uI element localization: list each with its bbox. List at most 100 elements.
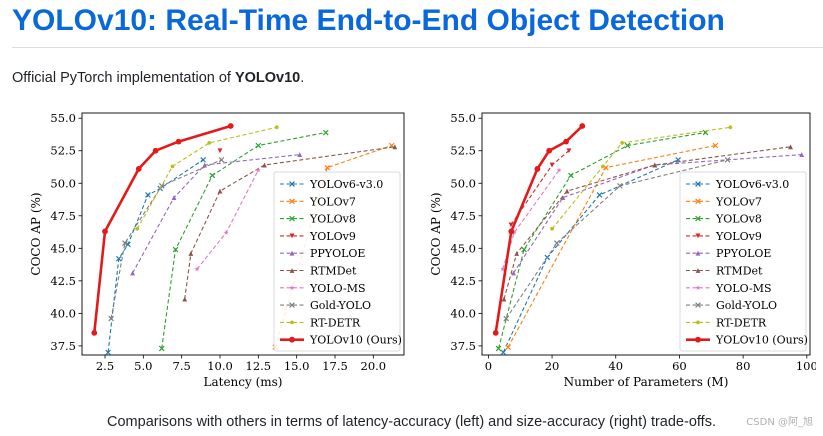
latency-series-gold-yolo-point (122, 240, 128, 246)
params-series-yolov6-v3-0-point (596, 192, 603, 198)
params-series-yolov7-point (712, 142, 719, 149)
params-series-gold-yolo-point (554, 240, 560, 246)
params-legend-label: YOLOv6-v3.0 (715, 178, 789, 191)
latency-x-tick-label: 5.0 (134, 359, 152, 373)
latency-series-rtmdet-point (188, 251, 194, 256)
latency-series-rt-detr-point (274, 125, 279, 130)
params-series-gold-yolo-point (724, 157, 731, 163)
latency-series-yolov7-point (324, 164, 331, 171)
params-series-yolo-ms-point (556, 167, 562, 173)
params-series-rt-detr-point (728, 125, 733, 130)
params-series-rtmdet-point (501, 296, 507, 302)
params-legend-marker (695, 233, 701, 239)
latency-y-tick-label: 52.5 (50, 144, 76, 158)
latency-series-yolov8-point (255, 142, 262, 149)
latency-series-rtmdet-point (182, 296, 188, 302)
params-series-rtmdet-point (564, 188, 570, 194)
params-plot-frame (481, 112, 811, 356)
params-series-yolov8-point (521, 246, 527, 253)
latency-series-rt-detr-line (136, 126, 277, 230)
params-series-rt-detr-point (620, 141, 625, 145)
latency-x-tick-label: 20.0 (361, 359, 387, 373)
latency-series-ppyoloe-point (130, 270, 135, 276)
intro-prefix: Official PyTorch implementation of (12, 70, 235, 86)
params-legend-marker (695, 215, 701, 222)
params-series-gold-yolo-point (617, 183, 623, 189)
latency-series-yolo-ms-point (255, 167, 261, 173)
latency-x-tick-label: 15.0 (284, 359, 310, 373)
intro-bold: YOLOv10 (234, 70, 301, 86)
params-legend-label: YOLOv8 (715, 213, 762, 226)
params-series-ppyoloe-point (511, 270, 516, 276)
latency-series-yolov10-ours-point (175, 138, 182, 145)
params-series-yolov6-v3-0-point (500, 349, 507, 356)
latency-series-yolov9-point (217, 148, 223, 154)
latency-legend-marker (289, 336, 295, 343)
params-series-rtmdet-point (652, 162, 658, 168)
latency-series-rtmdet-point (262, 162, 267, 168)
latency-x-tick-label: 12.5 (246, 359, 272, 373)
latency-legend-marker (290, 320, 294, 325)
params-series-yolov10-ours-point (508, 228, 515, 235)
intro-text: Official PyTorch implementation of YOLOv… (12, 68, 304, 88)
params-x-tick-label: 40 (608, 359, 623, 373)
params-series-yolo-ms-point (500, 266, 506, 272)
params-legend-label: Gold-YOLO (716, 299, 777, 312)
latency-legend-marker (289, 285, 295, 290)
latency-series-rt-detr-point (135, 226, 140, 231)
latency-series-yolov6-v3-0-point (115, 255, 122, 262)
params-series-rt-detr-point (550, 226, 554, 231)
params-legend-marker (695, 250, 701, 256)
params-legend-marker (696, 320, 700, 325)
latency-y-tick-label: 45.0 (50, 241, 76, 255)
latency-legend-label: RT-DETR (310, 316, 361, 329)
params-series-yolov10-ours-point (579, 123, 586, 129)
latency-series-yolov10-ours-line (93, 124, 232, 334)
latency-series-yolov6-v3-0-point (105, 349, 111, 356)
latency-x-tick-label: 17.5 (322, 359, 348, 373)
size-accuracy-chart: 0 20 40 60 80 100 37.5 40.0 42.5 45.0 47.5 50.0 52.5… (429, 111, 816, 389)
latency-legend-label: YOLO-MS (309, 282, 366, 295)
latency-x-tick-label: 10.0 (207, 359, 233, 373)
intro-suffix: . (300, 70, 305, 86)
params-y-tick-label: 52.5 (450, 144, 476, 158)
latency-series-ppyoloe-point (171, 195, 177, 200)
params-legend-label: PPYOLOE (716, 247, 771, 260)
params-legend-label: YOLOv7 (715, 195, 762, 208)
params-legend-label: YOLOv10 (Ours) (715, 334, 808, 347)
params-series-yolov10-ours-line (494, 125, 584, 334)
latency-y-axis-label: COCO AP (%) (29, 192, 43, 275)
latency-legend-label: YOLOv7 (309, 195, 356, 208)
latency-legend-box (273, 171, 401, 352)
latency-y-tick-label: 50.0 (50, 176, 76, 190)
latency-series-ppyoloe-point (202, 162, 208, 168)
latency-series-rt-detr-point (170, 164, 175, 169)
params-x-tick-label: 80 (736, 359, 751, 373)
params-legend-marker (695, 302, 701, 308)
latency-series-yolov8-point (209, 172, 216, 179)
latency-series-yolov10-ours-point (102, 228, 108, 235)
latency-legend-marker (289, 198, 295, 205)
params-legend-marker (695, 198, 701, 205)
params-series-gold-yolo-point (503, 315, 510, 322)
params-series-ppyoloe-point (560, 195, 566, 200)
params-x-tick-label: 100 (796, 359, 816, 373)
params-series-yolov8-point (495, 345, 502, 352)
params-series-ppyoloe-point (799, 152, 805, 158)
params-legend-marker (695, 268, 701, 273)
page-title: YOLOv10: Real-Time End-to-End Object Det… (12, 4, 725, 37)
params-y-tick-label: 45.0 (450, 241, 476, 255)
params-y-tick-label: 37.5 (450, 339, 476, 353)
latency-legend-label: PPYOLOE (310, 247, 365, 260)
latency-y-tick-label: 40.0 (50, 306, 76, 320)
latency-series-rtmdet-point (392, 144, 398, 150)
latency-series-yolov8-point (322, 129, 329, 136)
params-series-yolov9-point (508, 222, 514, 228)
figure-caption: Comparisons with others in terms of late… (107, 414, 716, 430)
params-legend-label: RTMDet (716, 265, 763, 278)
latency-series-rt-detr-point (207, 141, 212, 145)
params-series-yolov10-ours-point (563, 138, 569, 145)
params-legend-marker (695, 336, 701, 343)
latency-series-yolov8-point (172, 246, 179, 253)
params-y-tick-label: 55.0 (450, 111, 476, 125)
